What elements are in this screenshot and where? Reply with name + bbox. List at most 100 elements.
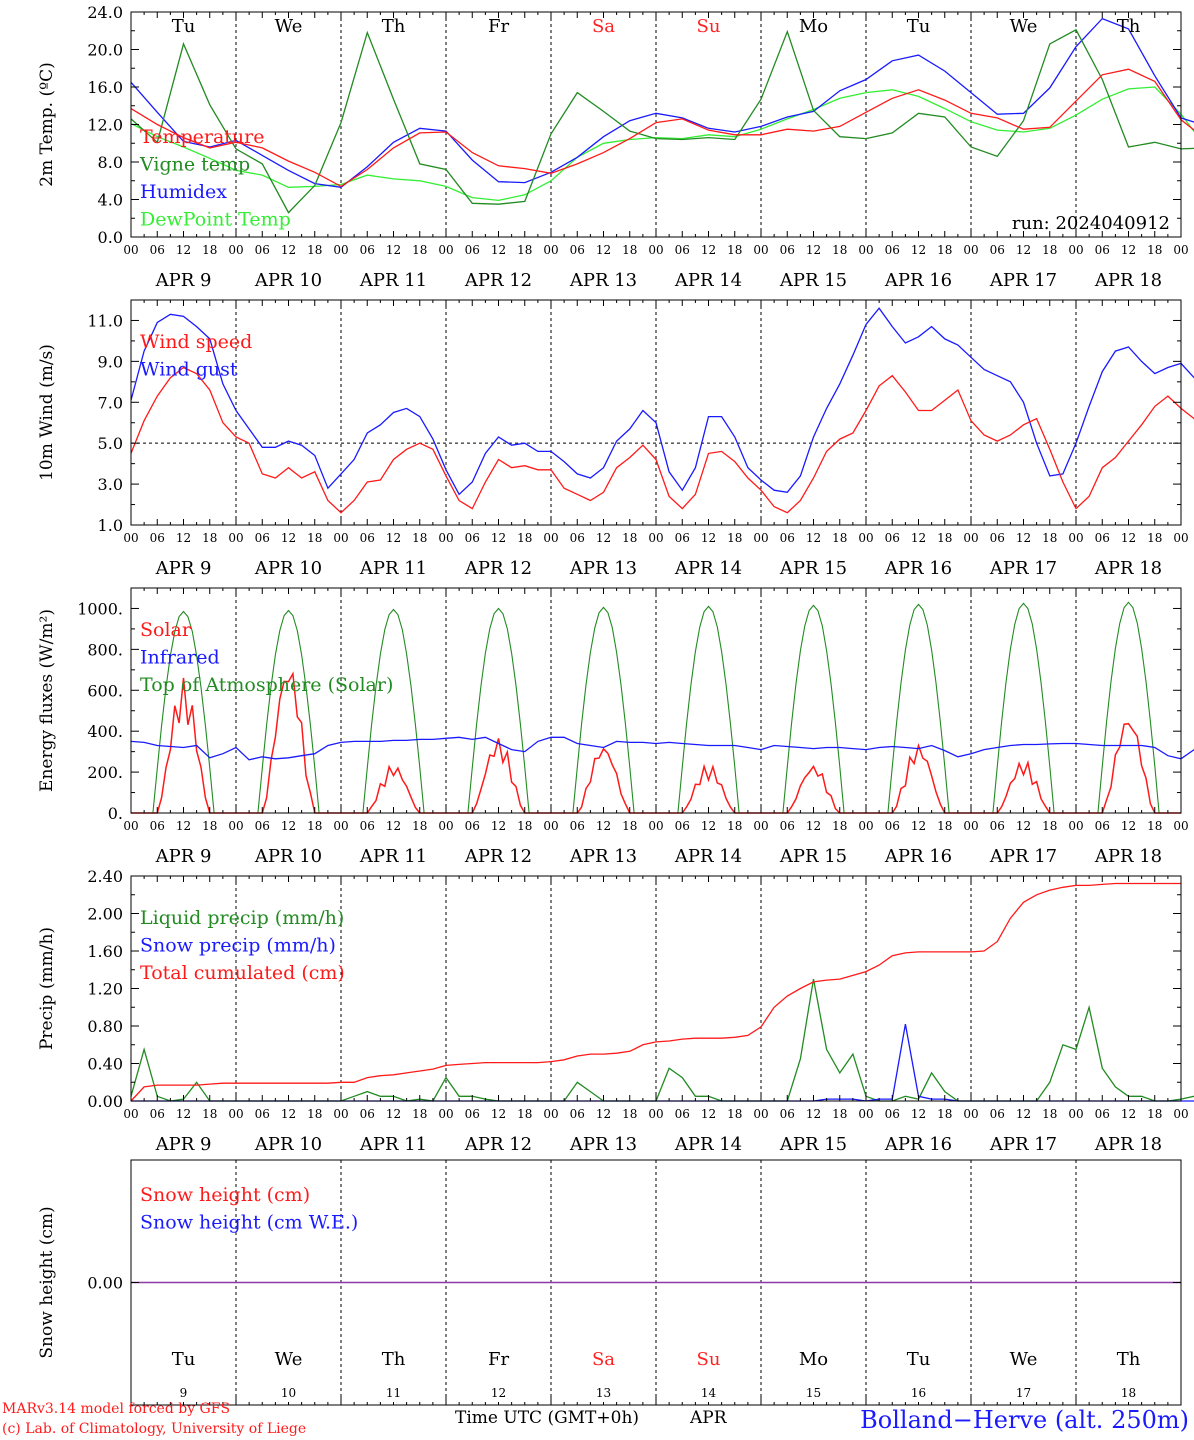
hour-tick-label: 12 — [596, 819, 611, 833]
day-name: Su — [697, 1349, 721, 1370]
hour-tick-label: 12 — [491, 1107, 506, 1121]
day-name: Fr — [488, 16, 509, 37]
hour-tick-label: 06 — [360, 1107, 375, 1121]
date-label: APR 12 — [464, 270, 532, 291]
text-layer: 00 06 12 18 APR 9 00 06 12 18 APR 10 00 06 12 18 APR 1… — [37, 3, 1189, 1400]
hour-tick-label: 06 — [780, 243, 795, 257]
y-tick-label: 200. — [87, 763, 123, 782]
day-name: Mo — [799, 16, 828, 37]
day-name: Th — [382, 16, 406, 37]
hour-tick-label: 18 — [202, 531, 217, 545]
day-name: Tu — [907, 1349, 931, 1370]
date-label: APR 9 — [155, 558, 212, 579]
legend-entry: Wind speed — [140, 331, 252, 353]
hour-tick-label: 12 — [386, 243, 401, 257]
legend-entry: Total cumulated (cm) — [140, 962, 345, 984]
hour-tick-label: 06 — [150, 531, 165, 545]
y-tick-label: 8.0 — [98, 153, 123, 172]
y-tick-label: 4.0 — [98, 191, 123, 210]
hour-tick-label: 12 — [911, 1107, 926, 1121]
legend-entry: Wind gust — [140, 359, 238, 381]
y-tick-label: 16.0 — [87, 78, 123, 97]
hour-tick-label: 06 — [570, 819, 585, 833]
hour-tick-label: 12 — [911, 531, 926, 545]
y-axis-title: 2m Temp. (ºC) — [37, 62, 57, 187]
date-label: APR 12 — [464, 1134, 532, 1155]
hour-tick-label: 00 — [333, 1107, 348, 1121]
hour-tick-label: 06 — [360, 531, 375, 545]
hour-tick-label: 18 — [412, 531, 427, 545]
hour-tick-label: 06 — [360, 819, 375, 833]
hour-tick-label: 12 — [281, 531, 296, 545]
y-tick-label: 1000. — [77, 599, 123, 618]
hour-tick-label: 06 — [885, 819, 900, 833]
hour-tick-label: 00 — [123, 819, 138, 833]
y-tick-label: 11.0 — [87, 311, 123, 330]
hour-tick-label: 18 — [517, 531, 532, 545]
legend-entry: Infrared — [140, 647, 220, 669]
hour-tick-label: 12 — [806, 243, 821, 257]
date-label: APR 16 — [884, 270, 952, 291]
legend-entry: Snow precip (mm/h) — [140, 935, 336, 957]
day-name: We — [1010, 16, 1038, 37]
hour-tick-label: 00 — [228, 243, 243, 257]
hour-tick-label: 06 — [990, 1107, 1005, 1121]
hour-tick-label: 18 — [622, 1107, 637, 1121]
station-title: Bolland−Herve (alt. 250m) — [860, 1406, 1189, 1434]
panel-precip — [130, 875, 1182, 1102]
hour-tick-label: 00 — [438, 243, 453, 257]
hour-tick-label: 12 — [806, 819, 821, 833]
hour-tick-label: 12 — [701, 819, 716, 833]
plot-frame — [130, 587, 1182, 814]
date-label: APR 10 — [254, 1134, 322, 1155]
date-label: APR 17 — [989, 846, 1057, 867]
date-label: APR 15 — [779, 846, 847, 867]
date-label: APR 15 — [779, 270, 847, 291]
y-axis-title: 10m Wind (m/s) — [37, 344, 57, 481]
hour-tick-label: 00 — [1068, 531, 1083, 545]
series-energy — [130, 601, 1194, 814]
panel-wind — [130, 299, 1182, 526]
hour-tick-label: 00 — [438, 1107, 453, 1121]
hour-tick-label: 00 — [543, 531, 558, 545]
day-name: Sa — [592, 1349, 615, 1370]
hour-tick-label: 06 — [675, 1107, 690, 1121]
hour-tick-label: 18 — [937, 1107, 952, 1121]
hour-tick-label: 18 — [937, 531, 952, 545]
hour-tick-label: 12 — [1016, 243, 1031, 257]
hour-tick-label: 18 — [202, 819, 217, 833]
hour-tick-label: 18 — [1042, 243, 1057, 257]
hour-tick-label: 00 — [543, 819, 558, 833]
y-tick-label: 0. — [108, 804, 123, 823]
day-name: Tu — [172, 16, 196, 37]
plot-frame — [130, 11, 1182, 238]
legend-entry: Vigne temp — [139, 154, 250, 176]
day-number: 14 — [701, 1386, 717, 1400]
hour-tick-label: 12 — [1121, 819, 1136, 833]
hour-tick-label: 18 — [202, 243, 217, 257]
date-label: APR 13 — [569, 1134, 637, 1155]
hour-tick-label: 06 — [465, 531, 480, 545]
hour-tick-label: 12 — [281, 243, 296, 257]
hour-tick-label: 00 — [228, 1107, 243, 1121]
hour-tick-label: 12 — [386, 531, 401, 545]
run-annotation: run: 2024040912 — [1012, 213, 1170, 234]
hour-tick-label: 12 — [596, 531, 611, 545]
date-label: APR 13 — [569, 558, 637, 579]
hour-tick-label: 00 — [648, 243, 663, 257]
hour-tick-label: 18 — [412, 1107, 427, 1121]
hour-tick-label: 00 — [858, 819, 873, 833]
hour-tick-label: 12 — [386, 1107, 401, 1121]
hour-tick-label: 00 — [123, 531, 138, 545]
hour-tick-label: 18 — [517, 819, 532, 833]
hour-tick-label: 06 — [780, 531, 795, 545]
hour-tick-label: 18 — [832, 819, 847, 833]
day-name: Fr — [488, 1349, 509, 1370]
hour-tick-label: 18 — [307, 1107, 322, 1121]
hour-tick-label: 18 — [1147, 531, 1162, 545]
hour-tick-label: 00 — [1068, 819, 1083, 833]
date-label: APR 16 — [884, 1134, 952, 1155]
hour-tick-label: 12 — [176, 531, 191, 545]
date-label: APR 12 — [464, 558, 532, 579]
date-label: APR 10 — [254, 846, 322, 867]
